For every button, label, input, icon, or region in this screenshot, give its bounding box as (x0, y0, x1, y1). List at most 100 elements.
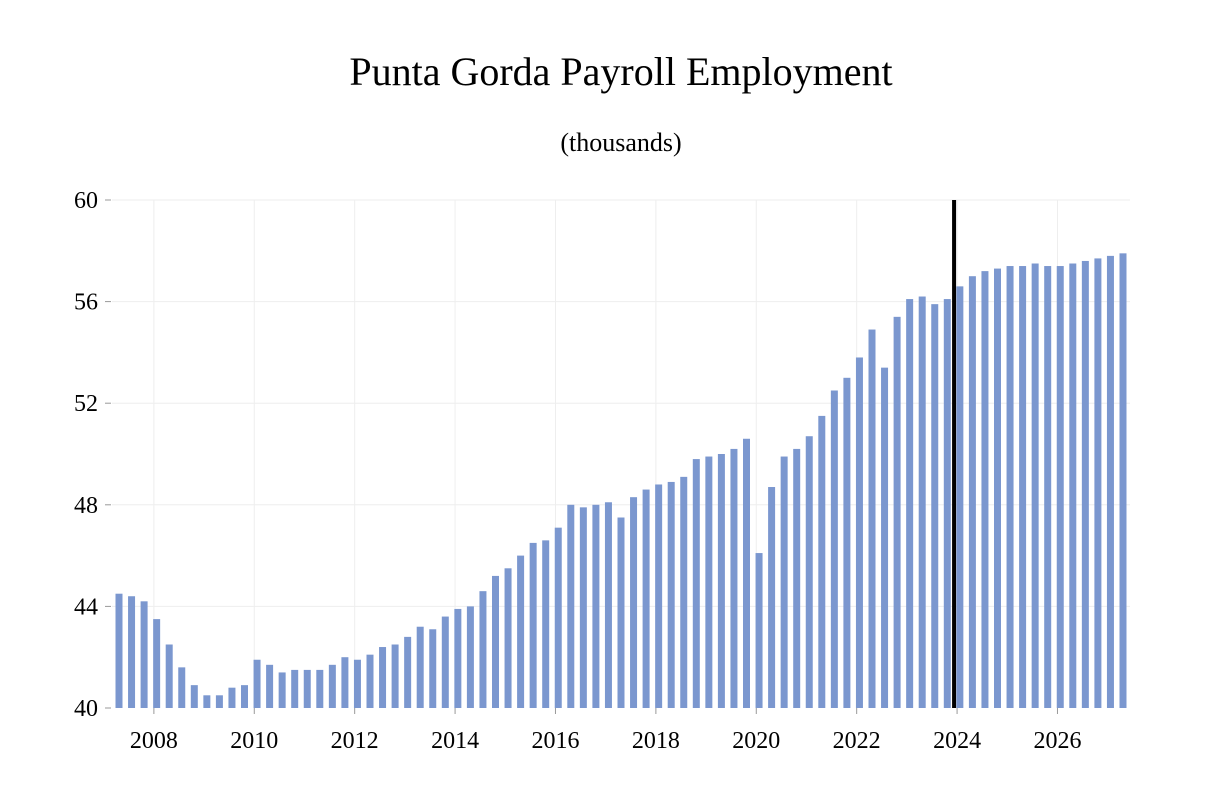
bar (1044, 266, 1052, 708)
bar (592, 504, 600, 708)
bar (241, 685, 248, 708)
bar (743, 438, 750, 708)
x-tick-label: 2014 (431, 728, 479, 754)
bar (918, 296, 926, 708)
x-tick-label: 2008 (130, 728, 178, 754)
bar (492, 575, 499, 708)
bar (780, 456, 788, 708)
bar (943, 299, 951, 708)
bar (529, 542, 537, 708)
bar (1006, 266, 1014, 708)
bar (604, 502, 612, 708)
y-tick-label: 60 (74, 188, 98, 214)
y-tick-label: 44 (74, 594, 98, 620)
bar (165, 644, 173, 708)
x-tick-label: 2022 (833, 728, 881, 754)
bar (579, 507, 587, 708)
bar (717, 454, 725, 708)
bar (981, 271, 989, 708)
bar (466, 606, 474, 708)
bar (956, 286, 964, 708)
bar (818, 415, 826, 708)
bar (868, 329, 876, 708)
bar (730, 448, 738, 708)
bar (366, 654, 374, 708)
bar (140, 601, 148, 708)
bar (655, 484, 663, 708)
bar (893, 316, 901, 708)
y-tick-label: 56 (74, 290, 98, 316)
bar (278, 672, 286, 708)
bar (391, 644, 399, 708)
bar (190, 685, 198, 708)
bar (479, 591, 487, 708)
bar (1056, 266, 1064, 708)
y-tick-label: 48 (74, 493, 98, 519)
bar (1019, 266, 1027, 708)
bar (203, 695, 211, 708)
x-tick-label: 2024 (933, 728, 981, 754)
bar (228, 687, 236, 708)
bar (554, 527, 562, 708)
bar (517, 555, 525, 708)
bar (441, 616, 449, 708)
bar (768, 487, 776, 708)
bar (931, 304, 939, 708)
bar (215, 695, 223, 708)
bar (1069, 263, 1077, 708)
bar (504, 568, 512, 708)
bar (830, 390, 838, 708)
bar (178, 667, 186, 708)
bar (906, 299, 914, 708)
bar (843, 377, 851, 708)
bar (316, 669, 324, 708)
bar (115, 593, 123, 708)
x-tick-label: 2016 (531, 728, 579, 754)
chart-subtitle: (thousands) (560, 128, 682, 157)
x-tick-label: 2020 (732, 728, 780, 754)
bar (855, 357, 863, 708)
y-tick-label: 40 (74, 696, 98, 722)
bar (793, 448, 801, 708)
bar (680, 476, 688, 708)
x-tick-label: 2012 (331, 728, 379, 754)
x-tick-label: 2010 (230, 728, 278, 754)
bar (642, 489, 650, 708)
bar (630, 497, 638, 708)
bar (454, 608, 462, 708)
bar (968, 276, 976, 708)
bar (416, 626, 424, 708)
bar (805, 436, 813, 708)
x-tick-label: 2026 (1033, 728, 1081, 754)
bar (266, 664, 274, 708)
bar (353, 659, 361, 708)
bar (291, 669, 299, 708)
bar (404, 636, 412, 708)
bar (1031, 263, 1039, 708)
bar (303, 669, 311, 708)
bar (1106, 255, 1114, 708)
bar (253, 659, 261, 708)
bar (881, 367, 889, 708)
bar (1119, 253, 1127, 708)
bar (128, 596, 136, 708)
bar (1094, 258, 1102, 708)
bar (617, 517, 625, 708)
bar (328, 664, 336, 708)
bar (379, 647, 387, 708)
bar (567, 504, 575, 708)
bar (542, 540, 550, 708)
bar (1081, 260, 1089, 708)
bar (755, 553, 763, 708)
bar (994, 268, 1001, 708)
chart-title: Punta Gorda Payroll Employment (349, 49, 893, 94)
y-tick-label: 52 (74, 391, 98, 417)
bar (341, 657, 349, 708)
bar (692, 459, 700, 708)
bar (705, 456, 713, 708)
bar (153, 619, 161, 708)
bar (667, 481, 675, 708)
bar (429, 629, 437, 708)
